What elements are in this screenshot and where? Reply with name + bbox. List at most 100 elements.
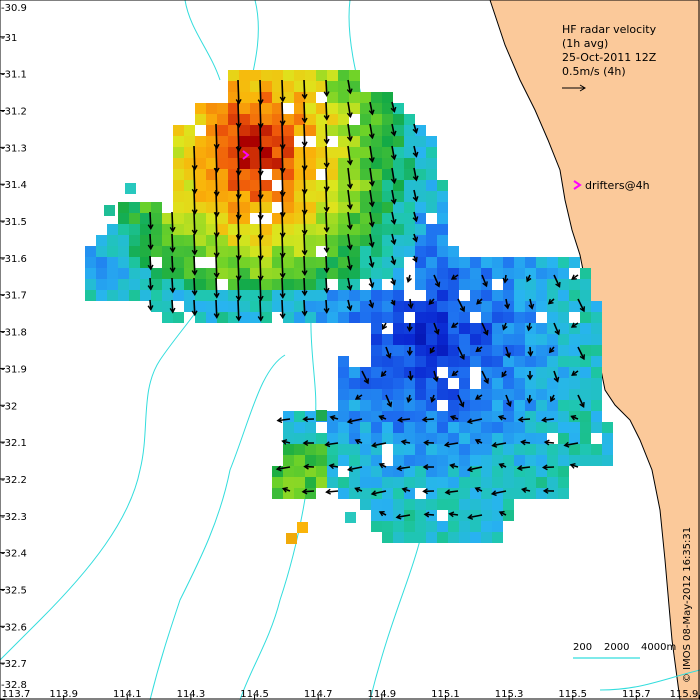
velocity-cell <box>459 356 470 367</box>
velocity-arrow <box>433 274 441 288</box>
velocity-arrow <box>301 233 308 256</box>
velocity-cell <box>305 191 316 202</box>
velocity-cell <box>228 213 239 224</box>
velocity-cell <box>448 290 459 301</box>
velocity-cell <box>228 268 239 279</box>
velocity-cell <box>239 81 250 92</box>
velocity-cell <box>151 224 162 235</box>
velocity-cell <box>217 268 228 279</box>
velocity-cell <box>305 279 316 290</box>
velocity-cell <box>591 378 602 389</box>
velocity-cell <box>415 323 426 334</box>
velocity-arrow <box>191 233 198 256</box>
velocity-cell <box>558 356 569 367</box>
velocity-arrow <box>491 441 507 448</box>
velocity-cell <box>470 532 481 543</box>
velocity-cell <box>360 400 371 411</box>
velocity-arrow <box>323 79 330 98</box>
velocity-cell <box>294 268 305 279</box>
velocity-cell <box>345 512 356 523</box>
velocity-cell <box>349 224 360 235</box>
velocity-cell <box>283 202 294 213</box>
velocity-cell <box>217 125 228 136</box>
velocity-arrow <box>466 418 483 425</box>
velocity-cell <box>448 532 459 543</box>
velocity-cell <box>294 466 305 477</box>
velocity-cell <box>514 301 525 312</box>
velocity-cell <box>415 147 426 158</box>
velocity-cell <box>536 279 547 290</box>
velocity-cell <box>547 334 558 345</box>
velocity-cell <box>349 257 360 268</box>
velocity-arrow <box>279 277 286 299</box>
velocity-cell <box>459 312 470 323</box>
velocity-cell <box>459 488 470 499</box>
velocity-cell <box>129 290 140 301</box>
velocity-cell <box>338 433 349 444</box>
velocity-cell <box>426 433 437 444</box>
velocity-cell <box>184 246 195 257</box>
velocity-cell <box>206 290 217 301</box>
velocity-cell <box>195 169 206 180</box>
velocity-cell <box>481 400 492 411</box>
velocity-cell <box>316 444 327 455</box>
velocity-cell <box>371 499 382 510</box>
velocity-cell <box>415 125 426 136</box>
velocity-cell <box>173 235 184 246</box>
velocity-cell <box>283 235 294 246</box>
velocity-arrow <box>406 322 413 333</box>
velocity-cell <box>459 323 470 334</box>
velocity-cell <box>426 246 437 257</box>
velocity-cell <box>393 356 404 367</box>
velocity-cell <box>239 312 250 323</box>
velocity-cell <box>239 202 250 213</box>
velocity-cell <box>371 400 382 411</box>
velocity-arrow <box>390 123 397 137</box>
velocity-arrow <box>577 346 586 361</box>
velocity-cell <box>173 213 184 224</box>
velocity-arrow <box>412 189 419 203</box>
velocity-cell <box>492 499 503 510</box>
velocity-cell <box>448 301 459 312</box>
velocity-cell <box>371 169 382 180</box>
velocity-cell <box>250 312 261 323</box>
velocity-arrow <box>328 463 339 470</box>
velocity-cell <box>239 235 250 246</box>
velocity-cell <box>580 444 591 455</box>
velocity-cell <box>382 246 393 257</box>
velocity-cell <box>118 290 129 301</box>
velocity-cell <box>195 191 206 202</box>
velocity-cell <box>294 180 305 191</box>
velocity-cell <box>415 235 426 246</box>
velocity-cell <box>382 191 393 202</box>
velocity-cell <box>349 147 360 158</box>
velocity-cell <box>569 389 580 400</box>
velocity-cell <box>514 378 525 389</box>
velocity-cell <box>492 477 503 488</box>
velocity-cell <box>503 378 514 389</box>
velocity-cell <box>404 488 415 499</box>
velocity-arrow <box>191 299 198 317</box>
velocity-cell <box>118 257 129 268</box>
velocity-cell <box>228 136 239 147</box>
velocity-arrow <box>147 255 154 271</box>
velocity-cell <box>371 147 382 158</box>
velocity-cell <box>492 290 503 301</box>
velocity-cell <box>184 158 195 169</box>
velocity-cell <box>327 422 338 433</box>
velocity-arrow <box>412 211 419 223</box>
velocity-cell <box>580 279 591 290</box>
velocity-cell <box>305 92 316 103</box>
velocity-cell <box>283 455 294 466</box>
velocity-arrow <box>346 233 353 251</box>
velocity-cell <box>107 257 118 268</box>
velocity-arrow <box>346 167 353 190</box>
velocity-arrow <box>390 211 397 225</box>
velocity-cell <box>371 191 382 202</box>
velocity-cell <box>195 290 206 301</box>
velocity-cell <box>283 268 294 279</box>
velocity-cell <box>107 235 118 246</box>
velocity-cell <box>261 224 272 235</box>
velocity-cell <box>481 488 492 499</box>
velocity-cell <box>195 246 206 257</box>
